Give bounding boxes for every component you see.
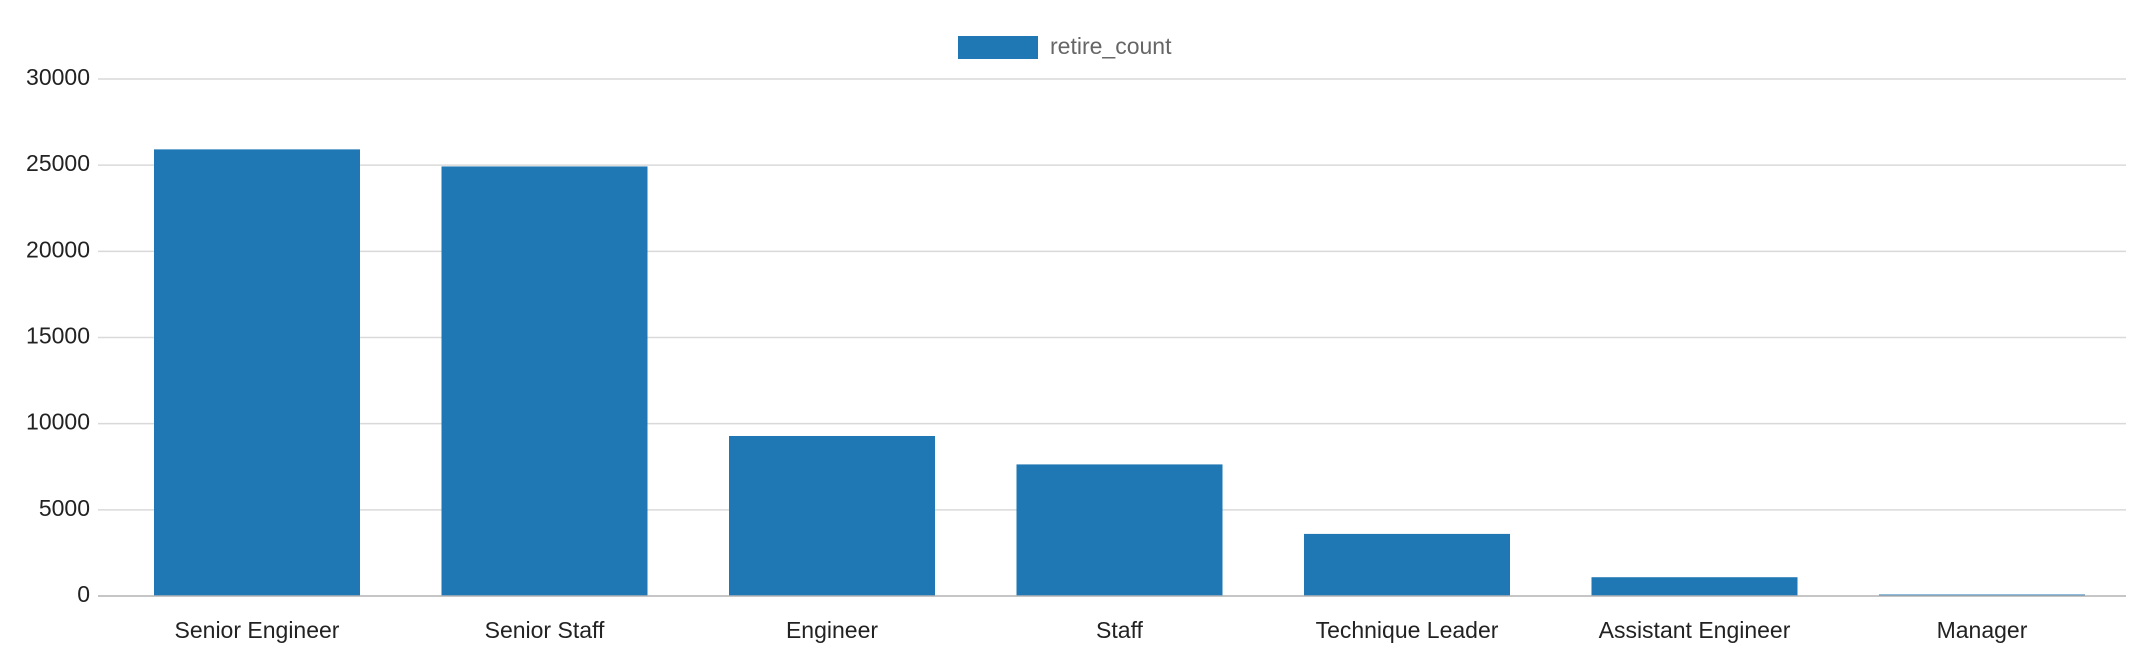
y-axis-ticks: 0 5000 10000 15000 20000 25000 30000 — [26, 64, 90, 607]
x-tick-label: Staff — [1096, 617, 1143, 643]
x-tick-label: Assistant Engineer — [1599, 617, 1791, 643]
bar[interactable] — [1591, 577, 1798, 596]
x-tick-label: Senior Engineer — [175, 617, 340, 643]
bar[interactable] — [154, 149, 360, 597]
gridlines — [98, 78, 2126, 511]
bar[interactable] — [729, 435, 935, 596]
bar[interactable] — [441, 166, 648, 596]
legend[interactable]: retire_count — [958, 33, 1172, 59]
bars — [154, 149, 2085, 597]
x-tick-label: Manager — [1937, 617, 2028, 643]
y-tick-label: 15000 — [26, 323, 90, 349]
y-tick-label: 10000 — [26, 409, 90, 435]
x-tick-label: Engineer — [786, 617, 878, 643]
bar[interactable] — [1304, 533, 1510, 596]
y-tick-label: 5000 — [39, 495, 90, 521]
x-tick-label: Technique Leader — [1316, 617, 1499, 643]
x-axis-ticks: Senior Engineer Senior Staff Engineer Staff… — [175, 617, 2028, 643]
y-tick-label: 20000 — [26, 236, 90, 262]
bar[interactable] — [1016, 464, 1223, 596]
x-tick-label: Senior Staff — [485, 617, 605, 643]
y-tick-label: 30000 — [26, 64, 90, 90]
y-tick-label: 0 — [77, 581, 90, 607]
y-tick-label: 25000 — [26, 150, 90, 176]
legend-label[interactable]: retire_count — [1050, 33, 1172, 59]
legend-swatch[interactable] — [958, 36, 1038, 59]
